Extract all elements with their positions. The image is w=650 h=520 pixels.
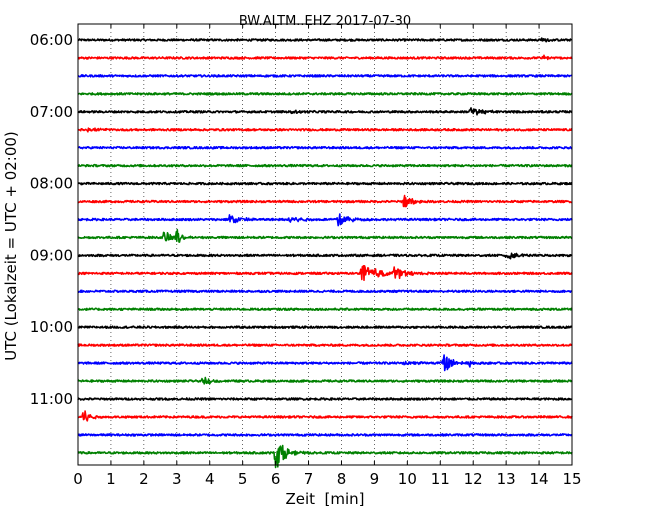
x-tick-label: 7 (304, 470, 314, 488)
trace-line (77, 265, 573, 281)
trace-line (77, 163, 573, 168)
trace-line (77, 92, 573, 96)
seismogram-traces (77, 37, 573, 469)
x-tick-label: 12 (464, 470, 483, 488)
trace-line (77, 307, 573, 311)
x-tick-label: 3 (172, 470, 182, 488)
x-tick-label: 4 (205, 470, 215, 488)
x-tick-label: 2 (139, 470, 149, 488)
x-axis-ticks: 0 1 2 3 4 5 6 7 8 9 10 11 12 13 14 15 (73, 24, 582, 488)
y-tick-label: 07:00 (30, 103, 73, 121)
trace-line (77, 252, 573, 260)
trace-line (77, 354, 573, 372)
vertical-grid (110, 24, 540, 465)
trace-line (77, 289, 573, 294)
x-tick-label: 0 (73, 470, 83, 488)
y-tick-label: 09:00 (30, 246, 73, 264)
trace-line (77, 37, 573, 43)
trace-line (77, 181, 573, 186)
trace-line (77, 145, 573, 150)
trace-line (77, 397, 573, 401)
x-tick-label: 14 (530, 470, 549, 488)
x-tick-label: 1 (106, 470, 116, 488)
x-tick-label: 10 (398, 470, 417, 488)
y-tick-label: 11:00 (30, 390, 73, 408)
x-tick-label: 6 (271, 470, 281, 488)
trace-line (77, 410, 573, 422)
x-tick-label: 5 (238, 470, 248, 488)
y-axis-label: UTC (Lokalzeit = UTC + 02:00) (2, 131, 20, 361)
x-tick-label: 9 (370, 470, 380, 488)
plot-frame (77, 23, 573, 466)
trace-line (77, 444, 573, 469)
trace-line (77, 433, 573, 437)
y-tick-label: 10:00 (30, 318, 73, 336)
x-tick-label: 8 (337, 470, 347, 488)
x-axis-label: Zeit [min] (285, 490, 364, 508)
chart-title: BW.ALTM..EHZ 2017-07-30 (239, 14, 411, 29)
x-tick-label: 15 (562, 470, 581, 488)
trace-line (77, 343, 573, 347)
y-axis-ticks: 06:00 07:00 08:00 09:00 10:00 11:00 (30, 31, 572, 408)
trace-line (77, 74, 573, 78)
trace-line (77, 127, 573, 133)
y-tick-label: 06:00 (30, 31, 73, 49)
trace-line (77, 376, 573, 385)
trace-line (77, 213, 573, 227)
trace-line (77, 54, 573, 61)
x-tick-label: 11 (431, 470, 450, 488)
trace-line (77, 107, 573, 116)
y-tick-label: 08:00 (30, 175, 73, 193)
trace-line (77, 228, 573, 243)
trace-line (77, 325, 573, 329)
trace-line (77, 194, 573, 208)
x-tick-label: 13 (497, 470, 516, 488)
